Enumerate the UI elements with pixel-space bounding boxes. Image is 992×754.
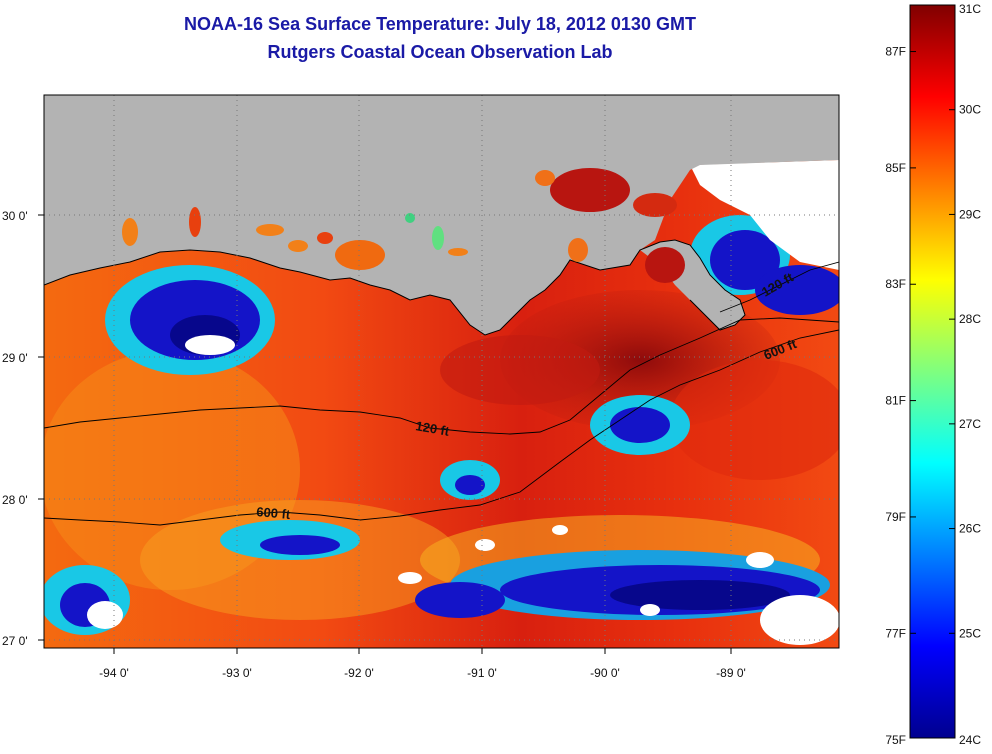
colorbar-label-fahrenheit: 87F bbox=[885, 45, 906, 59]
warm-water-patch bbox=[670, 360, 839, 480]
colorbar-label-celsius: 29C bbox=[959, 207, 981, 221]
colorbar-label-fahrenheit: 85F bbox=[885, 161, 906, 175]
lat-tick-label: 29 0' bbox=[2, 351, 28, 365]
lon-tick-label: -92 0' bbox=[344, 666, 374, 680]
lat-tick-label: 30 0' bbox=[2, 209, 28, 223]
contour-label-600ft: 600 ft bbox=[256, 504, 292, 522]
land-mass bbox=[44, 95, 839, 335]
colorbar-label-fahrenheit: 81F bbox=[885, 394, 906, 408]
colorbar-label-fahrenheit: 79F bbox=[885, 510, 906, 524]
coast-outline bbox=[44, 239, 746, 336]
map-title: NOAA-16 Sea Surface Temperature: July 18… bbox=[184, 14, 696, 34]
warm-water-patch bbox=[440, 335, 600, 405]
colorbar-label-celsius: 30C bbox=[959, 103, 981, 117]
contour-600ft bbox=[44, 329, 839, 526]
contour-120ft-east bbox=[719, 261, 839, 313]
lon-tick-label: -91 0' bbox=[467, 666, 497, 680]
colorbar-label-fahrenheit: 77F bbox=[885, 626, 906, 640]
colorbar-ticks: 31C 30C 29C 28C 27C 26C 25C 24C 87F 85F 83F 81F 79F 7… bbox=[885, 2, 981, 747]
colorbar-label-fahrenheit: 83F bbox=[885, 277, 906, 291]
colorbar-label-celsius: 25C bbox=[959, 626, 981, 640]
cooler-water-patch bbox=[140, 500, 460, 620]
map-frame bbox=[43, 94, 840, 649]
contour-120ft-west bbox=[44, 317, 839, 435]
colorbar-gradient bbox=[909, 4, 956, 739]
frame-ticks bbox=[38, 214, 732, 654]
colorbar-label-celsius: 27C bbox=[959, 417, 981, 431]
contour-label-120ft: 120 ft bbox=[414, 418, 451, 439]
map-gridlines bbox=[44, 95, 839, 648]
lon-tick-label: -90 0' bbox=[590, 666, 620, 680]
map-subtitle: Rutgers Coastal Ocean Observation Lab bbox=[267, 42, 613, 62]
lon-tick-label: -94 0' bbox=[99, 666, 129, 680]
colorbar-label-celsius: 31C bbox=[959, 2, 981, 16]
colorbar-label-fahrenheit: 75F bbox=[885, 733, 906, 747]
inland-water-patches bbox=[122, 168, 685, 283]
lon-tick-label: -89 0' bbox=[716, 666, 746, 680]
colorbar-label-celsius: 28C bbox=[959, 312, 981, 326]
colorbar-label-celsius: 26C bbox=[959, 522, 981, 536]
lon-tick-label: -93 0' bbox=[222, 666, 252, 680]
lat-tick-label: 27 0' bbox=[2, 634, 28, 648]
colorbar-label-celsius: 24C bbox=[959, 733, 981, 747]
lat-tick-label: 28 0' bbox=[2, 493, 28, 507]
